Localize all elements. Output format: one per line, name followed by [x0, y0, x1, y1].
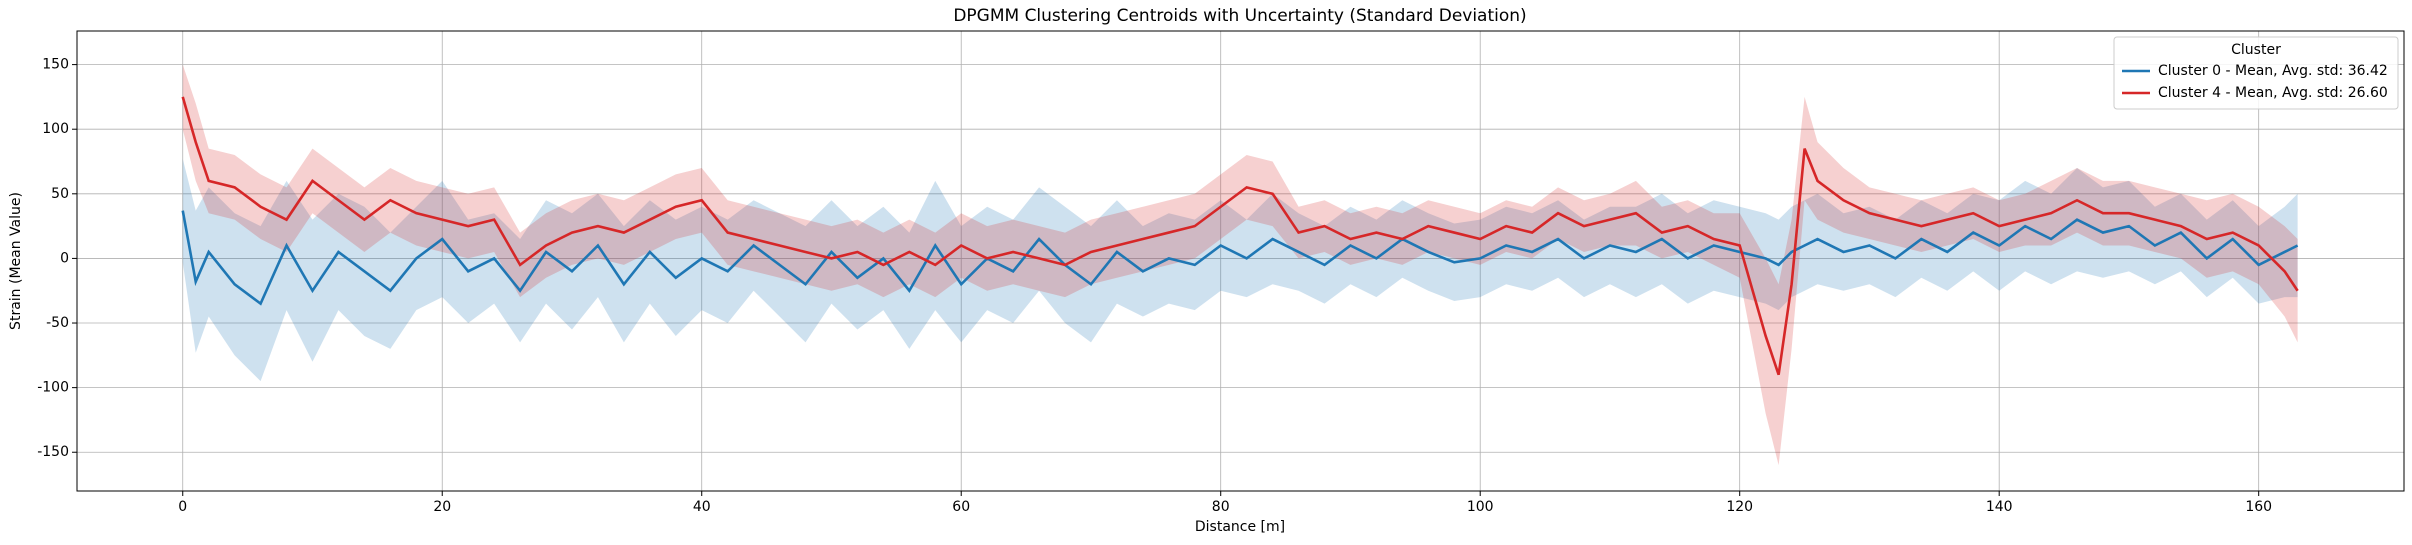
legend-box — [2113, 36, 2399, 110]
x-tick-label: 140 — [1986, 499, 2013, 515]
std-band — [182, 158, 2298, 382]
y-tick-label: 150 — [42, 57, 69, 73]
plot-frame — [76, 30, 2405, 492]
y-tick-label: -50 — [46, 315, 69, 331]
y-tick-label: -150 — [37, 444, 69, 460]
x-tick-label: 120 — [1726, 499, 1753, 515]
y-tick-label: -100 — [37, 380, 69, 396]
mean-line — [181, 96, 2299, 376]
mean-line — [181, 210, 2299, 306]
x-axis-label: Distance [m] — [1195, 519, 1285, 535]
x-tick-label: 20 — [433, 499, 451, 515]
x-tick-label: 0 — [178, 499, 187, 515]
x-tick-label: 80 — [1212, 499, 1230, 515]
y-tick-label: 0 — [60, 250, 69, 266]
x-tick-label: 160 — [2245, 499, 2272, 515]
x-tick-label: 60 — [952, 499, 970, 515]
y-tick-label: 50 — [51, 186, 69, 202]
y-tick-label: 100 — [42, 121, 69, 137]
y-axis-label: Strain (Mean Value) — [8, 192, 24, 330]
legend-label: Cluster 0 - Mean, Avg. std: 36.42 — [2158, 63, 2388, 79]
legend-title: Cluster — [2231, 42, 2281, 58]
x-tick-label: 40 — [693, 499, 711, 515]
std-band — [182, 64, 2298, 466]
x-tick-label: 100 — [1467, 499, 1494, 515]
chart-title: DPGMM Clustering Centroids with Uncertai… — [953, 6, 1526, 26]
legend-label: Cluster 4 - Mean, Avg. std: 26.60 — [2158, 85, 2388, 101]
